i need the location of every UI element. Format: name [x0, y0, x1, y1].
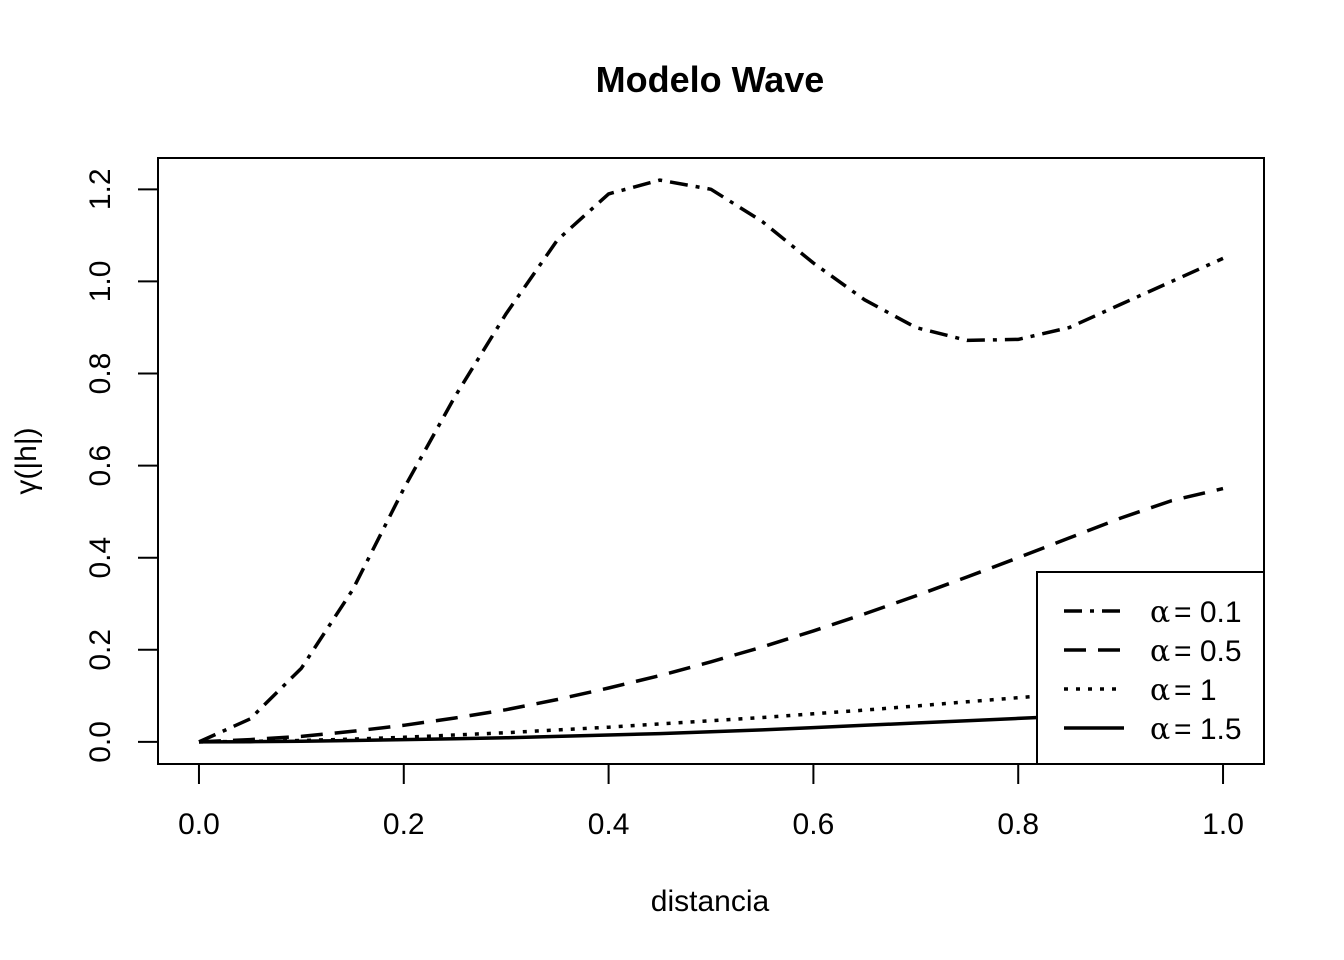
- series-line-2: [198, 486, 1224, 744]
- legend-alpha-symbol: α: [1150, 712, 1170, 747]
- x-tick-label: 0.2: [383, 808, 425, 841]
- x-axis: 0.0 0.2 0.4 0.6 0.8 1.0: [178, 763, 1244, 841]
- legend-box: [1036, 571, 1265, 765]
- y-axis-title: γ(|h|): [10, 427, 43, 494]
- chart-title: Modelo Wave: [596, 59, 825, 100]
- x-axis-title: distancia: [651, 885, 770, 918]
- legend-label-3: = 1: [1174, 674, 1217, 707]
- legend-alpha-symbol: α: [1150, 634, 1170, 669]
- legend: α = 0.1α = 0.5α = 1α = 1.5: [1036, 571, 1265, 765]
- legend-label-4: = 1.5: [1174, 713, 1242, 746]
- x-tick-label: 0.8: [997, 808, 1039, 841]
- legend-alpha-symbol: α: [1150, 673, 1170, 708]
- legend-alpha-symbol: α: [1150, 595, 1170, 630]
- y-tick-label: 1.0: [84, 261, 117, 303]
- y-tick-label: 1.2: [84, 168, 117, 210]
- y-tick-label: 0.2: [84, 629, 117, 671]
- y-tick-label: 0.8: [84, 353, 117, 395]
- x-tick-label: 0.4: [588, 808, 630, 841]
- y-axis: 0.0 0.2 0.4 0.6 0.8 1.0 1.2: [84, 168, 159, 763]
- x-tick-label: 0.6: [793, 808, 835, 841]
- y-tick-label: 0.4: [84, 537, 117, 579]
- legend-label-2: = 0.5: [1174, 635, 1242, 668]
- series-line-1: [198, 178, 1224, 744]
- y-tick-label: 0.0: [84, 721, 117, 763]
- y-tick-label: 0.6: [84, 445, 117, 487]
- x-tick-label: 0.0: [178, 808, 220, 841]
- x-tick-label: 1.0: [1202, 808, 1244, 841]
- legend-label-1: = 0.1: [1174, 596, 1242, 629]
